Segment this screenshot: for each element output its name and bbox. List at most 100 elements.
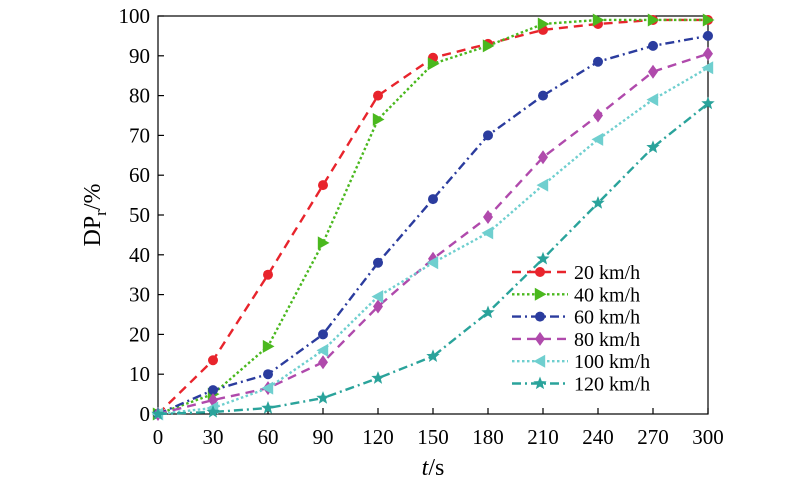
series-line (157, 34, 709, 416)
legend-item: 40 km/h (512, 284, 640, 306)
marker-circle (538, 90, 548, 101)
y-axis-title: DPr/% (80, 183, 110, 246)
marker-star (261, 401, 275, 414)
marker-circle (263, 269, 273, 280)
marker-circle (428, 194, 438, 205)
marker-triangle-left (533, 354, 546, 368)
marker-star (151, 407, 165, 420)
legend-item: 80 km/h (512, 329, 640, 351)
marker-star (646, 140, 660, 153)
marker-circle (318, 180, 328, 191)
marker-circle (648, 40, 658, 51)
marker-circle (703, 30, 713, 41)
x-tick-label: 30 (203, 425, 224, 449)
marker-circle (593, 56, 603, 67)
y-tick-label: 30 (129, 283, 150, 307)
marker-diamond (703, 46, 713, 61)
x-tick-label: 270 (637, 425, 669, 449)
x-tick-label: 210 (527, 425, 559, 449)
marker-star (371, 371, 385, 384)
legend-label: 60 km/h (574, 307, 640, 329)
marker-triangle-left (261, 381, 274, 395)
marker-circle (373, 257, 383, 268)
marker-circle (208, 385, 218, 396)
marker-triangle-left (481, 226, 494, 240)
marker-triangle-right (647, 13, 660, 27)
series-line (157, 52, 709, 416)
marker-circle (318, 329, 328, 340)
series-layer (151, 13, 715, 421)
y-tick-label: 10 (129, 362, 150, 386)
marker-star (316, 391, 330, 404)
marker-triangle-right (482, 39, 495, 53)
axis-titles: t/s DPr/% (80, 183, 444, 481)
legend-item: 100 km/h (512, 351, 650, 373)
legend-label: 40 km/h (574, 284, 640, 306)
y-tick-label: 60 (129, 163, 150, 187)
marker-triangle-right (537, 17, 550, 31)
marker-circle (535, 267, 545, 277)
legend-label: 80 km/h (574, 329, 640, 351)
legend-item: 120 km/h (512, 374, 650, 396)
legend-item: 60 km/h (512, 307, 640, 329)
marker-circle (535, 311, 545, 322)
x-tick-label: 90 (313, 425, 334, 449)
marker-circle (483, 130, 493, 141)
marker-circle (208, 355, 218, 366)
marker-triangle-right (592, 13, 605, 27)
marker-diamond (318, 355, 328, 370)
y-tick-label: 40 (129, 243, 150, 267)
series-line (157, 102, 709, 416)
legend-label: 120 km/h (574, 374, 650, 396)
marker-triangle-left (371, 290, 384, 304)
marker-star (536, 251, 550, 265)
y-tick-label: 70 (129, 123, 150, 147)
marker-circle (263, 369, 273, 380)
series-120-kmperh (151, 96, 715, 420)
x-tick-label: 0 (153, 425, 164, 449)
marker-star (533, 376, 547, 390)
y-tick-label: 100 (119, 4, 151, 28)
x-tick-label: 300 (692, 425, 724, 449)
y-tick-label: 0 (140, 402, 151, 426)
marker-triangle-right (427, 57, 440, 71)
marker-triangle-right (372, 112, 385, 126)
x-axis-title-var: t (422, 455, 430, 481)
marker-triangle-left (591, 132, 604, 146)
marker-diamond (593, 108, 603, 123)
marker-triangle-left (316, 343, 329, 357)
y-tick-label: 90 (129, 44, 150, 68)
marker-triangle-right (317, 236, 330, 250)
marker-circle (373, 90, 383, 101)
marker-star (206, 405, 220, 418)
marker-triangle-left (646, 93, 659, 107)
marker-star (591, 196, 605, 209)
marker-triangle-left (536, 178, 549, 192)
marker-diamond (648, 64, 658, 79)
legend-item: 20 km/h (512, 262, 640, 284)
legend-label: 100 km/h (574, 351, 650, 373)
marker-triangle-left (701, 61, 714, 75)
marker-star (701, 96, 715, 110)
x-tick-label: 60 (258, 425, 279, 449)
x-tick-label: 180 (472, 425, 504, 449)
legend-label: 20 km/h (574, 262, 640, 284)
marker-star (481, 305, 495, 319)
x-tick-label: 240 (582, 425, 614, 449)
marker-star (426, 349, 440, 362)
marker-diamond (483, 209, 493, 224)
x-axis-title: t/s (422, 455, 445, 481)
y-tick-label: 50 (129, 203, 150, 227)
marker-triangle-left (426, 256, 439, 270)
y-axis-title-sub: r (91, 210, 110, 216)
marker-diamond (538, 150, 548, 165)
marker-diamond (373, 299, 383, 314)
x-tick-label: 120 (362, 425, 394, 449)
marker-triangle-right (262, 339, 275, 353)
axes: 0 30 60 90 120 150 180 210 240 270 300 0 10 20 30 40 50 6… (119, 4, 724, 449)
y-axis-title-main: DP (80, 216, 106, 247)
y-axis-title-unit: /% (80, 183, 106, 210)
marker-triangle-right (534, 287, 547, 301)
